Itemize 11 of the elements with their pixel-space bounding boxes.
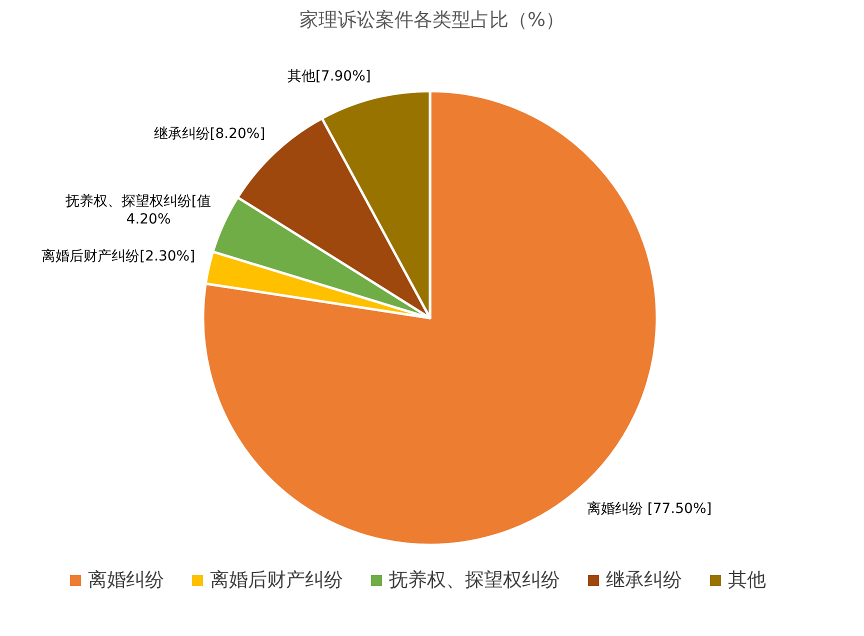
data-label: 继承纠纷[8.20%] xyxy=(154,126,266,142)
legend-label: 继承纠纷 xyxy=(606,569,682,591)
legend-label: 其他 xyxy=(728,569,766,591)
data-label: 抚养权、探望权纠纷[值 4.20% xyxy=(64,193,211,228)
data-label: 其他[7.90%] xyxy=(287,68,371,84)
data-label: 离婚后财产纠纷[2.30%] xyxy=(42,248,196,264)
legend-label: 离婚后财产纠纷 xyxy=(210,569,343,591)
data-label: 离婚纠纷 [77.50%] xyxy=(586,500,712,517)
legend-label: 抚养权、探望权纠纷 xyxy=(388,569,560,591)
chart-title: 家理诉讼案件各类型占比（%） xyxy=(299,9,565,31)
legend-label: 离婚纠纷 xyxy=(88,569,164,591)
